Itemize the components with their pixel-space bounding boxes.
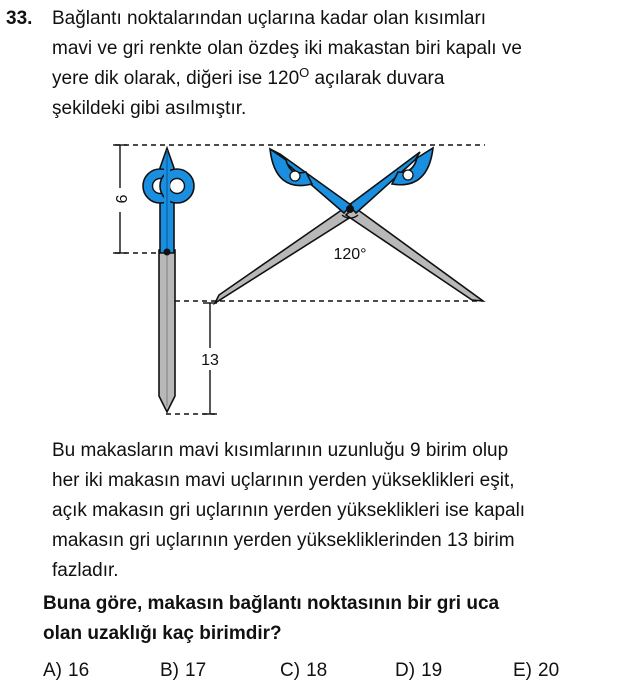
open-handle-left [269,147,314,187]
option-e[interactable]: E) 20 [513,656,559,686]
stem-line: Bağlantı noktalarından uçlarına kadar ol… [52,8,487,29]
info-line: Bu makasların mavi kısımlarının uzunluğu… [52,440,509,461]
answer-options: A) 16 B) 17 C) 18 D) 19 E) 20 [43,656,623,686]
question-info: Bu makasların mavi kısımlarının uzunluğu… [52,436,622,586]
scissors-diagram: 9 13 [112,144,486,415]
info-line: her iki makasın mavi uçlarının yerden yü… [52,470,515,491]
label-height-diff: 13 [201,352,219,369]
open-handle-right [390,146,434,186]
open-handle-left-hole [289,170,301,182]
option-d[interactable]: D) 19 [395,656,442,686]
open-scissors: 120° [212,146,486,306]
option-letter: C) [280,660,301,681]
label-blue-length: 9 [112,195,129,204]
option-letter: E) [513,660,532,681]
question-number: 33. [6,8,33,29]
option-value: 19 [421,660,443,681]
dimension-13-mask [195,348,225,370]
degree-superscript: O [299,65,310,80]
option-letter: D) [395,660,416,681]
stem-line: mavi ve gri renkte olan özdeş iki makast… [52,38,522,59]
angle-arc [341,214,359,219]
option-value: 20 [538,660,560,681]
question-stem: Bağlantı noktalarından uçlarına kadar ol… [52,4,622,124]
option-value: 16 [68,660,90,681]
option-c[interactable]: C) 18 [280,656,327,686]
info-line: açık makasın gri uçlarının yerden yüksek… [52,500,526,521]
question-prompt: Buna göre, makasın bağlantı noktasının b… [43,589,623,649]
info-line: makasın gri uçlarının yerden yükseklikle… [52,530,515,551]
stem-text: yere dik olarak, diğeri ise 120 [52,68,300,89]
stem-line: şekildeki gibi asılmıştır. [52,98,247,119]
option-value: 17 [185,660,207,681]
scissors-figure: 9 13 [100,138,500,423]
option-letter: A) [43,660,62,681]
label-angle: 120° [333,246,366,263]
option-b[interactable]: B) 17 [160,656,206,686]
option-letter: B) [160,660,179,681]
closed-scissors [142,145,195,414]
option-value: 18 [306,660,328,681]
prompt-line: olan uzaklığı kaç birimdir? [43,623,282,644]
open-gray-blade-right [344,205,486,303]
closed-pivot [163,248,171,256]
stem-line: yere dik olarak, diğeri ise 120O açılara… [52,64,622,94]
info-line: fazladır. [52,560,119,581]
stem-text: açılarak duvara [309,68,445,89]
prompt-line: Buna göre, makasın bağlantı noktasının b… [43,593,500,614]
closed-handle-right-hole [168,177,186,195]
option-a[interactable]: A) 16 [43,656,89,686]
open-handle-right-hole [402,169,414,181]
open-pivot [346,205,354,213]
dimension-9-mask [112,188,128,212]
